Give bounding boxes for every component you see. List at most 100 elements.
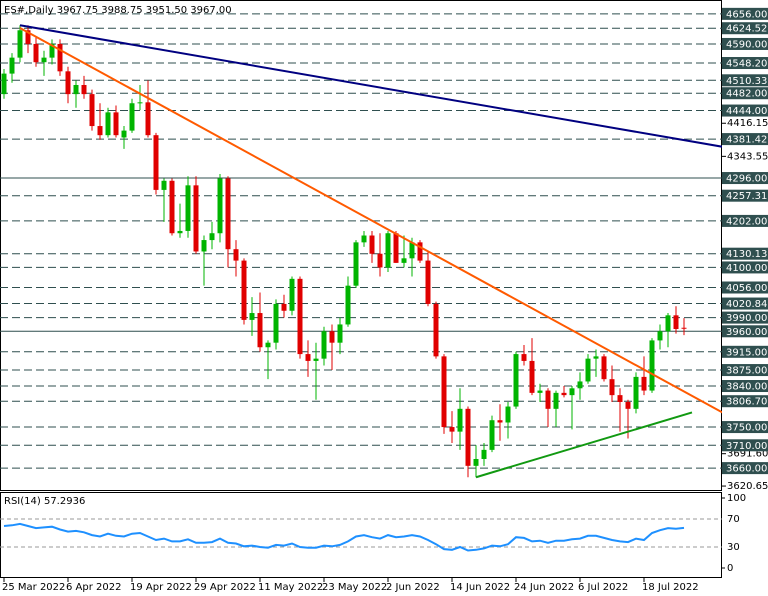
level-label-box [722,87,768,100]
level-label: 4257.31 [726,191,767,202]
candle-body [193,185,199,252]
x-tick-label: 14 Jun 2022 [450,582,510,593]
level-label-box [722,261,768,274]
candle-body [681,327,687,329]
candle-body [41,57,47,63]
candle-body [505,406,511,423]
x-tick-label: 29 Apr 2022 [194,582,256,593]
level-label-box [722,364,768,377]
candle-body [457,408,463,432]
candle-body [489,420,495,450]
candle-body [345,285,351,325]
level-label: 4548.20 [726,59,767,70]
candle-body [665,315,671,332]
candle-body [561,392,567,396]
x-tick-label: 6 Jul 2022 [578,582,628,593]
main-frame [0,0,722,491]
level-label-box [722,345,768,358]
candle-body [545,390,551,409]
candle-body [409,242,415,259]
x-tick-label: 23 May 2022 [322,582,387,593]
level-label: 4656.00 [726,9,767,20]
candle-body [521,354,527,361]
x-tick-label: 24 Jun 2022 [514,582,574,593]
x-tick-label: 2 Jun 2022 [386,582,440,593]
level-label-box [722,439,768,452]
candle-body [609,379,615,396]
x-tick-label: 6 Apr 2022 [66,582,121,593]
candle-body [57,43,63,72]
level-label: 3990.00 [726,313,767,324]
level-label-box [722,189,768,202]
level-label-box [722,311,768,324]
candle-body [161,180,167,190]
level-label-box [722,7,768,20]
candle-body [321,331,327,359]
candle-body [553,392,559,409]
rsi-plot [0,518,722,552]
candle-body [425,260,431,304]
level-label-box [722,22,768,35]
candle-body [177,230,183,234]
candle-body [49,43,55,58]
rsi-tick-label: 30 [727,542,740,553]
level-label-box [722,74,768,87]
candle-body [113,112,119,136]
level-label: 3806.70 [726,397,767,408]
candle-body [377,253,383,268]
candle-body [433,303,439,357]
y-tick-label: 4343.55 [727,151,768,162]
candle-body [497,420,503,423]
candle-body [281,303,287,311]
level-label: 4056.00 [726,283,767,294]
level-label: 4624.52 [726,24,767,35]
level-label: 3710.00 [726,441,767,452]
candle-body [585,358,591,382]
candle-body [9,57,15,74]
level-label: 3875.00 [726,366,767,377]
x-tick-label: 19 Apr 2022 [130,582,192,593]
candle-body [625,401,631,409]
level-label: 4296.00 [726,174,767,185]
level-label: 4444.00 [726,106,767,117]
candle-body [329,331,335,343]
level-label: 4590.00 [726,39,767,50]
rsi-tick-label: 0 [727,563,733,574]
level-label: 4020.84 [726,299,767,310]
candle-body [265,342,271,348]
level-label: 4482.00 [726,89,767,100]
level-label-box [722,462,768,475]
x-tick-label: 25 Mar 2022 [2,582,65,593]
candle-body [97,126,103,136]
level-label-box [722,421,768,434]
candle-body [537,390,543,393]
candle-body [617,395,623,402]
trend-line [19,24,722,148]
candle-body [417,242,423,261]
chart-title: ES#,Daily 3967.75 3988.75 3951.50 3967.0… [4,5,232,16]
rsi-tick-label: 70 [727,514,740,525]
candle-body [641,376,647,391]
y-tick-label: 3691.60 [727,449,768,460]
level-label-box [722,57,768,70]
candle-body [337,324,343,343]
candle-body [361,235,367,243]
candle-body [529,360,535,393]
candle-body [465,408,471,466]
x-tick-label: 18 Jul 2022 [642,582,699,593]
main-plot [0,13,722,479]
level-label: 4100.00 [726,263,767,274]
trend-line [19,27,722,414]
candle-body [633,376,639,409]
level-label-box [722,247,768,260]
level-label: 3750.00 [726,423,767,434]
candle-body [257,313,263,348]
candle-body [81,85,87,95]
level-label: 3660.00 [726,464,767,475]
level-label-box [722,395,768,408]
candle-body [73,85,79,95]
level-label: 4130.13 [726,249,767,260]
rsi-title: RSI(14) 57.2936 [4,496,85,507]
candle-body [25,30,31,44]
candle-body [393,233,399,263]
